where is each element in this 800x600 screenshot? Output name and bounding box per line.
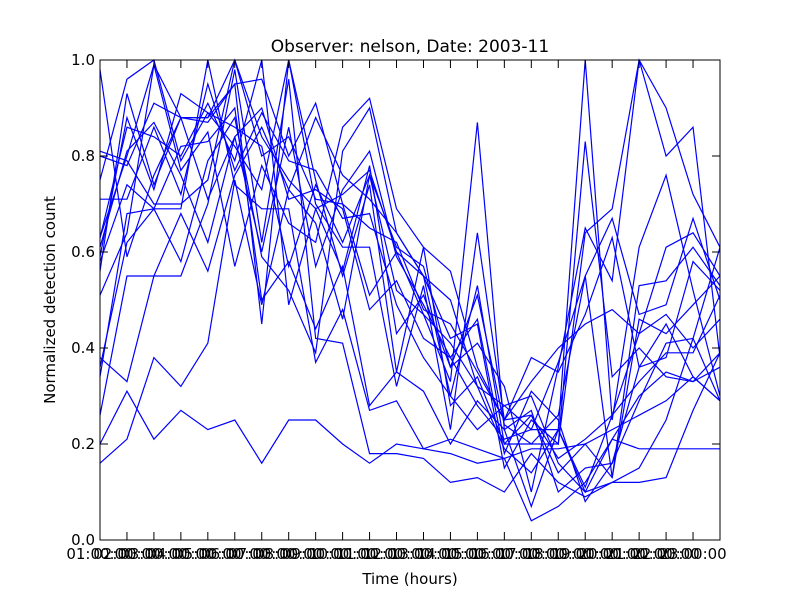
series-line-2 — [99, 375, 721, 465]
y-tick-label: 0.0 — [71, 531, 95, 549]
x-tick-label: 11:00:00 — [336, 545, 403, 563]
y-tick-label: 0.8 — [71, 147, 95, 165]
series-line-11 — [99, 69, 721, 503]
x-tick-label-overlay: 14:00:00 — [417, 545, 484, 563]
series-line-17 — [99, 59, 721, 493]
series-line-3 — [99, 69, 721, 498]
x-tick-label: 01:00:00 — [66, 545, 133, 563]
x-tick-label: 05:00:00 — [174, 545, 241, 563]
series-line-12 — [99, 59, 721, 478]
x-tick-label: 15:00:00 — [444, 545, 511, 563]
x-axis-label: Time (hours) — [361, 570, 457, 588]
x-tick-label-overlay: 06:00:00 — [201, 545, 268, 563]
y-tick-label: 1.0 — [71, 51, 95, 69]
x-tick-label: 17:00:00 — [498, 545, 565, 563]
x-tick-label: 07:00:00 — [228, 545, 295, 563]
x-tick-label-overlay: 16:00:00 — [471, 545, 538, 563]
series-line-8 — [100, 81, 721, 460]
series-line-7 — [99, 62, 721, 422]
y-tick-label: 0.2 — [71, 435, 95, 453]
series-line-14 — [99, 59, 721, 489]
x-tick-label: 23:00:00 — [659, 545, 726, 563]
series-line-13 — [99, 121, 721, 494]
x-tick-label: 13:00:00 — [390, 545, 457, 563]
x-tick-label-overlay: 04:00:00 — [147, 545, 214, 563]
x-tick-label-overlay: 02:00:00 — [93, 545, 160, 563]
series-line-16 — [99, 58, 721, 470]
y-tick-label: 0.4 — [71, 339, 95, 357]
x-tick-label-overlay: 22:00:00 — [632, 545, 699, 563]
chart-title: Observer: nelson, Date: 2003-11 — [271, 37, 549, 57]
y-tick-label: 0.6 — [71, 243, 95, 261]
x-tick-label-overlay: 18:00:00 — [525, 545, 592, 563]
series-line-4 — [99, 59, 720, 522]
x-tick-label-overlay: 20:00:00 — [578, 545, 645, 563]
x-tick-label: 21:00:00 — [605, 545, 672, 563]
x-tick-label: 09:00:00 — [282, 545, 349, 563]
x-tick-label-overlay: 08:00:00 — [255, 545, 322, 563]
series-layer — [99, 58, 721, 522]
plot-frame — [99, 59, 721, 541]
series-line-18 — [99, 59, 721, 509]
x-tick-label-overlay: 10:00:00 — [309, 545, 376, 563]
x-tick-label: 19:00:00 — [552, 545, 619, 563]
x-tick-label: 03:00:00 — [120, 545, 187, 563]
x-tick-label-overlay: 12:00:00 — [363, 545, 430, 563]
y-axis-label: Normalized detection count — [41, 196, 59, 404]
tick-layer: 01:00:0003:00:0005:00:0007:00:0009:00:00… — [66, 51, 726, 563]
series-line-15 — [99, 59, 721, 445]
series-line-9 — [99, 78, 721, 480]
series-line-1 — [99, 116, 721, 493]
